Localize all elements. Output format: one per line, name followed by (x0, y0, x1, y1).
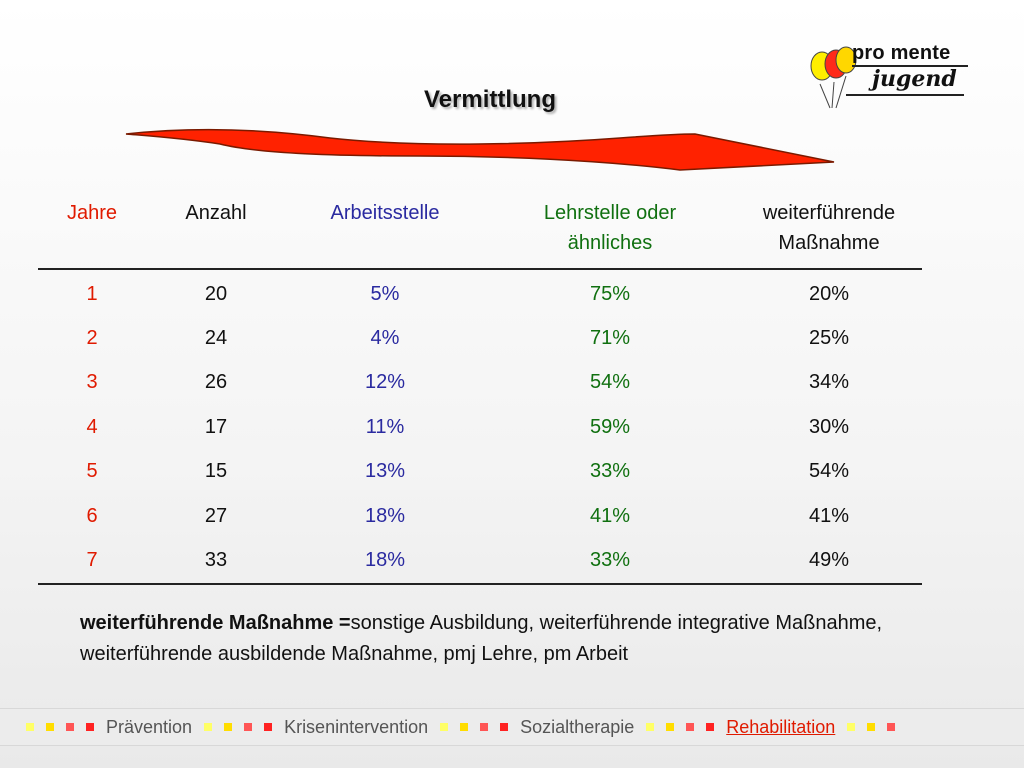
table-row: 6 27 18% 41% 41% (38, 494, 922, 538)
footer-link-sozialtherapie[interactable]: Sozialtherapie (520, 716, 635, 737)
vermittlung-table: Jahre Anzahl Arbeitsstelle Lehrstelle od… (38, 194, 922, 585)
cell-jahre: 6 (86, 504, 98, 527)
bullet-square-icon (887, 723, 896, 731)
page-title: Vermittlung (423, 86, 556, 113)
cell-anzahl: 20 (204, 282, 228, 305)
cell-weiter: 30% (808, 415, 850, 438)
cell-arbeitsstelle: 11% (365, 415, 405, 438)
bullet-square-icon (86, 723, 94, 731)
cell-lehrstelle: 33% (589, 549, 631, 572)
bullet-square-icon (666, 723, 675, 731)
table-header-row: Jahre Anzahl Arbeitsstelle Lehrstelle od… (38, 194, 922, 269)
cell-arbeitsstelle: 4% (370, 327, 400, 350)
cell-jahre: 4 (86, 415, 98, 438)
bullet-square-icon (26, 723, 34, 731)
bullet-square-icon (440, 723, 449, 731)
cell-weiter: 25% (808, 327, 850, 350)
footer-link-rehabilitation[interactable]: Rehabilitation (726, 716, 836, 737)
pro-mente-jugend-logo: pro mente jugend (806, 38, 976, 110)
cell-arbeitsstelle: 13% (364, 460, 406, 483)
table-row: 5 15 13% 33% 54% (38, 450, 922, 494)
table-row: 2 24 4% 71% 25% (38, 316, 922, 360)
bullet-square-icon (847, 723, 856, 731)
definition-note: weiterführende Maßnahme =sonstige Ausbil… (80, 608, 980, 670)
footer-link-praevention[interactable]: Prävention (106, 716, 193, 737)
header-arbeitsstelle: Arbeitsstelle (330, 202, 440, 224)
logo-text-pro-mente: pro mente (852, 42, 951, 64)
bullet-square-icon (480, 723, 489, 731)
cell-weiter: 34% (808, 371, 850, 394)
cell-arbeitsstelle: 18% (364, 504, 406, 527)
cell-anzahl: 24 (204, 327, 228, 350)
logo-divider (852, 65, 968, 67)
header-lehrstelle: Lehrstelle oder ähnliches (484, 194, 736, 269)
cell-jahre: 2 (86, 327, 98, 350)
bullet-square-icon (646, 723, 655, 731)
bullet-square-icon (500, 723, 509, 731)
cell-lehrstelle: 33% (589, 460, 631, 483)
cell-arbeitsstelle: 18% (364, 549, 406, 572)
cell-weiter: 54% (808, 460, 850, 483)
cell-lehrstelle: 59% (589, 415, 631, 438)
bullet-square-icon (204, 723, 213, 731)
bullet-square-icon (264, 723, 273, 731)
cell-jahre: 3 (86, 371, 98, 394)
header-weiterfuehrend: weiterführende Maßnahme (736, 194, 922, 269)
note-definition: sonstige Ausbildung, weiterführende inte… (80, 612, 883, 665)
bullet-square-icon (66, 723, 74, 731)
cell-weiter: 41% (808, 504, 850, 527)
header-jahre: Jahre (66, 202, 118, 224)
bullet-square-icon (46, 723, 54, 731)
header-weiter-line1: weiterführende (762, 202, 896, 224)
cell-lehrstelle: 71% (589, 327, 631, 350)
bullet-square-icon (867, 723, 876, 731)
cell-lehrstelle: 54% (589, 371, 631, 394)
cell-arbeitsstelle: 5% (370, 282, 400, 305)
cell-jahre: 5 (86, 460, 98, 483)
cell-jahre: 1 (86, 282, 98, 305)
table-row: 7 33 18% 33% 49% (38, 538, 922, 584)
cell-anzahl: 26 (204, 371, 228, 394)
bullet-square-icon (686, 723, 695, 731)
bullet-square-icon (706, 723, 715, 731)
logo-text-jugend: jugend (872, 66, 957, 92)
cell-anzahl: 27 (204, 504, 228, 527)
bullet-square-icon (244, 723, 253, 731)
cell-lehrstelle: 75% (589, 282, 631, 305)
footer-nav: Prävention Krisenintervention Sozialther… (0, 708, 1024, 746)
balloon-logo-icon (810, 46, 857, 109)
note-term: weiterführende Maßnahme = (80, 612, 351, 634)
header-lehrstelle-line1: Lehrstelle oder (543, 202, 677, 224)
arrow-icon (125, 128, 835, 171)
table-row: 1 20 5% 75% 20% (38, 269, 922, 316)
table-row: 4 17 11% 59% 30% (38, 405, 922, 449)
header-anzahl: Anzahl (185, 202, 247, 224)
table-row: 3 26 12% 54% 34% (38, 361, 922, 405)
logo-underline (846, 94, 964, 96)
cell-anzahl: 33 (204, 549, 228, 572)
cell-weiter: 49% (808, 549, 850, 572)
header-weiter-line2: Maßnahme (778, 232, 880, 254)
cell-weiter: 20% (808, 282, 850, 305)
bullet-square-icon (224, 723, 233, 731)
cell-anzahl: 15 (204, 460, 228, 483)
cell-lehrstelle: 41% (589, 504, 631, 527)
bullet-square-icon (460, 723, 469, 731)
footer-link-krisenintervention[interactable]: Krisenintervention (284, 716, 429, 737)
cell-anzahl: 17 (204, 415, 228, 438)
cell-jahre: 7 (86, 549, 98, 572)
cell-arbeitsstelle: 12% (364, 371, 406, 394)
header-lehrstelle-line2: ähnliches (567, 232, 653, 254)
